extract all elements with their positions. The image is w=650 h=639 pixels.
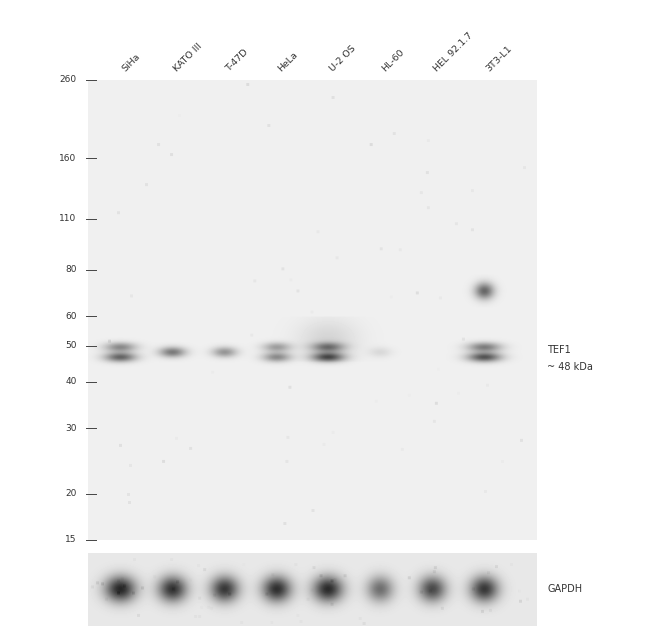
Text: SiHa: SiHa xyxy=(120,51,142,73)
Text: KATO III: KATO III xyxy=(172,41,204,73)
Text: 40: 40 xyxy=(65,377,77,386)
Text: HEL 92.1.7: HEL 92.1.7 xyxy=(432,31,474,73)
Text: 50: 50 xyxy=(65,341,77,350)
Text: HL-60: HL-60 xyxy=(380,47,406,73)
Text: T-47D: T-47D xyxy=(224,47,250,73)
Text: 260: 260 xyxy=(59,75,77,84)
Text: 110: 110 xyxy=(59,214,77,223)
Text: 160: 160 xyxy=(59,153,77,163)
Text: HeLa: HeLa xyxy=(276,50,300,73)
Text: TEF1: TEF1 xyxy=(547,345,571,355)
Text: 20: 20 xyxy=(65,489,77,498)
Text: 30: 30 xyxy=(65,424,77,433)
Text: ~ 48 kDa: ~ 48 kDa xyxy=(547,362,593,372)
Text: 15: 15 xyxy=(65,535,77,544)
Text: 80: 80 xyxy=(65,265,77,275)
Text: 60: 60 xyxy=(65,312,77,321)
Text: U-2 OS: U-2 OS xyxy=(328,43,358,73)
Text: 3T3-L1: 3T3-L1 xyxy=(484,43,514,73)
Text: GAPDH: GAPDH xyxy=(547,585,582,594)
